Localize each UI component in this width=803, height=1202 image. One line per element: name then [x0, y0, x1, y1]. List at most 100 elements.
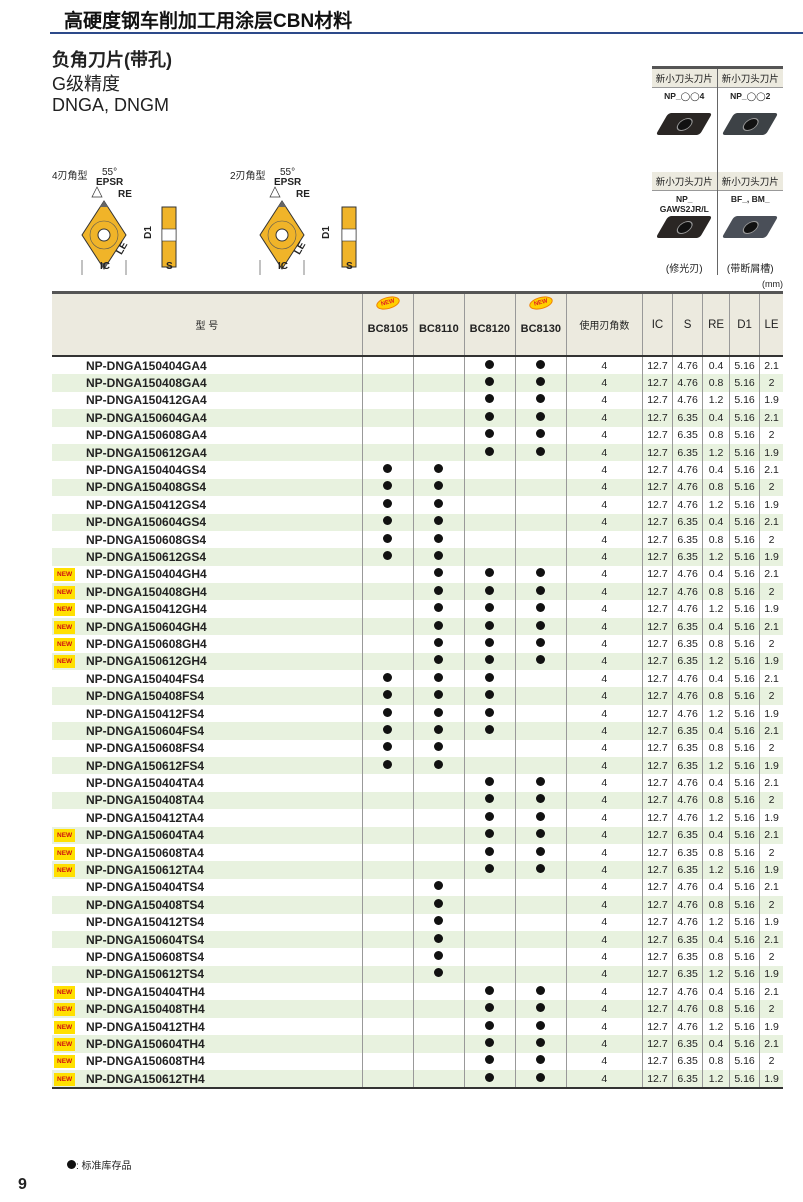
- s-cell: 4.76: [672, 983, 703, 1001]
- le-cell: 2.1: [759, 461, 783, 479]
- stock-dot-icon: [434, 759, 444, 769]
- table-row: NEW NP-DNGA150608TA4 4 12.7 6.35 0.8 5.16 2: [52, 843, 783, 862]
- edges-cell: 4: [565, 617, 643, 636]
- edges-cell: 4: [565, 809, 643, 827]
- edges-cell: 4: [565, 530, 643, 549]
- new-cell: [52, 496, 80, 513]
- insert-photo: [721, 113, 778, 135]
- model-cell: NP-DNGA150412GS4: [86, 497, 207, 512]
- model-cell: NP-DNGA150608GA4: [86, 428, 207, 443]
- grade-cell: [514, 1035, 567, 1053]
- stock-dot-icon: [434, 498, 444, 508]
- grade-cell: [412, 687, 465, 705]
- ic-label: IC: [278, 261, 288, 272]
- table-row: NEW NP-DNGA150404GH4 4 12.7 4.76 0.4 5.16 2.1: [52, 565, 783, 584]
- re-cell: 0.8: [702, 1000, 730, 1018]
- model-cell: NP-DNGA150404TH4: [86, 984, 205, 999]
- stock-dot-icon: [383, 516, 393, 526]
- grade-cell: [361, 374, 414, 392]
- grade-cell: [463, 530, 516, 549]
- stock-dot-icon: [434, 707, 444, 717]
- ic-cell: 12.7: [641, 600, 673, 618]
- le-cell: 2: [759, 583, 783, 601]
- new-cell: [52, 896, 80, 914]
- stock-dot-icon: [485, 359, 495, 369]
- model-cell: NP-DNGA150604TS4: [80, 930, 363, 949]
- le-cell: 2.1: [759, 513, 783, 531]
- insert-photo: [655, 113, 713, 135]
- ic-cell: 12.7: [641, 948, 673, 966]
- new-cell: [52, 531, 80, 548]
- grade-cell: [361, 930, 414, 949]
- stock-dot-icon: [434, 620, 444, 630]
- grade-cell: [412, 374, 465, 392]
- grade-cell: [361, 913, 414, 931]
- table-row: NP-DNGA150408GA4 4 12.7 4.76 0.8 5.16 2: [52, 374, 783, 392]
- s-cell: 4.76: [672, 583, 703, 601]
- grade-cell: [463, 670, 516, 688]
- edges-cell: 4: [565, 1035, 643, 1053]
- model-cell: NP-DNGA150412GH4: [86, 602, 207, 617]
- table-row: NP-DNGA150412TS4 4 12.7 4.76 1.2 5.16 1.9: [52, 913, 783, 931]
- new-badge-icon: NEW: [527, 294, 554, 312]
- le-cell: 2: [759, 374, 783, 392]
- stock-dot-icon: [536, 1020, 546, 1030]
- re-cell: 0.4: [702, 1035, 730, 1053]
- stock-dot-icon: [485, 1055, 495, 1065]
- ic-cell: 12.7: [641, 791, 673, 810]
- d1-cell: 5.16: [728, 826, 760, 844]
- edges-cell: 4: [565, 426, 643, 444]
- col-re: RE: [702, 291, 730, 357]
- table-row: NP-DNGA150608GA4 4 12.7 6.35 0.8 5.16 2: [52, 426, 783, 444]
- grade-cell: [412, 843, 465, 862]
- grade-cell: [361, 496, 414, 514]
- new-cell: [52, 409, 80, 427]
- ic-cell: 12.7: [641, 878, 673, 897]
- d1-cell: 5.16: [728, 513, 760, 531]
- grade-cell: [361, 809, 414, 827]
- edges-cell: 4: [565, 513, 643, 531]
- new-cell: NEW: [52, 652, 80, 671]
- grade-cell: [514, 356, 567, 375]
- grade-cell: [412, 896, 465, 914]
- re-cell: 0.4: [702, 930, 730, 949]
- le-cell: 1.9: [759, 965, 783, 984]
- stock-dot-icon: [434, 603, 444, 613]
- s-cell: 4.76: [672, 600, 703, 618]
- edges-cell: 4: [565, 739, 643, 757]
- grade-cell: [361, 1070, 414, 1090]
- le-cell: 2.1: [759, 930, 783, 949]
- stock-dot-icon: [536, 637, 546, 647]
- angle-label: 55°: [102, 167, 118, 178]
- re-cell: 0.4: [702, 670, 730, 688]
- grade-cell: [361, 409, 414, 427]
- col-grade: BC8110: [412, 291, 465, 357]
- s-cell: 6.35: [672, 409, 703, 427]
- grade-label: BC8110: [418, 323, 459, 335]
- grade-cell: [463, 687, 516, 705]
- new-tag: NEW: [54, 1072, 76, 1086]
- d1-cell: 5.16: [728, 652, 760, 671]
- s-cell: 4.76: [672, 496, 703, 514]
- stock-dot-icon: [485, 1020, 495, 1030]
- new-cell: [52, 914, 80, 931]
- grade-cell: [463, 374, 516, 392]
- new-cell: [52, 548, 80, 566]
- table-row: NP-DNGA150404GA4 4 12.7 4.76 0.4 5.16 2.1: [52, 356, 783, 375]
- d1-cell: 5.16: [728, 356, 760, 375]
- edges-cell: 4: [565, 687, 643, 705]
- re-cell: 0.4: [702, 774, 730, 792]
- col-le: LE: [759, 291, 783, 357]
- grade-cell: [463, 652, 516, 671]
- stock-dot-icon: [536, 1003, 546, 1013]
- grade-label: BC8120: [469, 323, 511, 335]
- edges-cell: 4: [565, 704, 643, 723]
- new-cell: [52, 965, 80, 984]
- new-cell: [52, 478, 80, 497]
- new-tag: NEW: [54, 585, 76, 599]
- ic-cell: 12.7: [641, 1017, 673, 1036]
- le-cell: 2.1: [759, 356, 783, 375]
- d1-cell: 5.16: [728, 583, 760, 601]
- grade-cell: [463, 513, 516, 531]
- grade-cell: [514, 374, 567, 392]
